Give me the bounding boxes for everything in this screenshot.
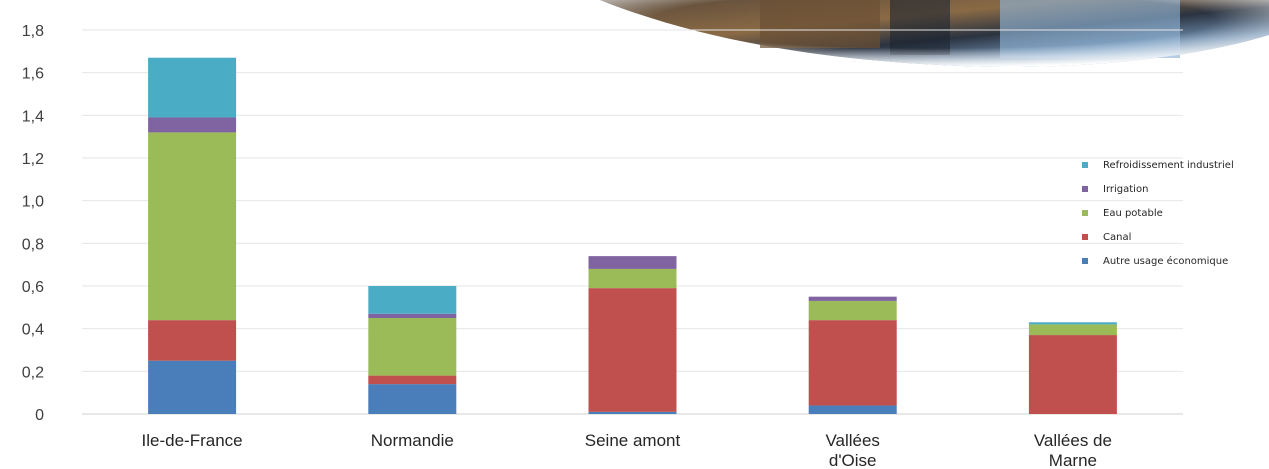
legend-swatch [1082, 258, 1088, 264]
bar-segment [148, 132, 237, 321]
bar-segment [148, 117, 237, 133]
bar-segment [588, 411, 677, 414]
y-tick-label: 0 [35, 407, 44, 424]
x-category-label: Seine amont [585, 431, 681, 450]
bar-segment [588, 256, 677, 269]
bar-segment [808, 300, 897, 321]
legend-label: Eau potable [1103, 208, 1163, 219]
legend-swatch [1082, 162, 1088, 168]
y-tick-label: 1,0 [22, 194, 44, 211]
legend-label: Canal [1103, 232, 1131, 243]
bar-segment [368, 384, 457, 414]
bar-segment [588, 268, 677, 289]
y-tick-label: 0,4 [22, 322, 44, 339]
x-category-label: Normandie [371, 431, 454, 450]
y-tick-label: 1,8 [22, 23, 44, 40]
bar-segment [368, 286, 457, 314]
bar-segment [1028, 335, 1117, 414]
legend-label: Irrigation [1103, 184, 1148, 195]
x-axis-categories: Ile-de-France Normandie Seine amont Vallées… [142, 431, 1112, 469]
background-photo [600, 0, 1269, 67]
bar-segment [368, 318, 457, 376]
bar-segment [808, 296, 897, 301]
x-category-label-line: Vallées [825, 431, 880, 450]
bar-segment [1028, 324, 1117, 336]
y-tick-label: 0,6 [22, 279, 44, 296]
y-axis-ticks: 0 0,2 0,4 0,6 0,8 1,0 1,2 1,4 1,6 1,8 [22, 23, 44, 424]
bar-segment [808, 320, 897, 406]
bar-segment [148, 57, 237, 118]
bar-segment [368, 313, 457, 318]
x-category-label-line: d'Oise [829, 451, 877, 469]
x-category-label-line: Normandie [371, 431, 454, 450]
bar-segment [588, 288, 677, 412]
bars [148, 57, 1117, 414]
y-tick-label: 0,8 [22, 236, 44, 253]
x-category-label: Ile-de-France [142, 431, 243, 450]
bar-segment [1028, 322, 1117, 325]
x-category-label: Vallées d'Oise [825, 431, 880, 469]
x-category-label: Vallées de Marne [1034, 431, 1112, 469]
legend: Refroidissement industriel Irrigation Eau … [1082, 160, 1234, 267]
x-category-label-line: Vallées de [1034, 431, 1112, 450]
legend-swatch [1082, 234, 1088, 240]
x-category-label-line: Seine amont [585, 431, 681, 450]
legend-swatch [1082, 186, 1088, 192]
bar-segment [368, 375, 457, 385]
bar-segment [148, 320, 237, 361]
legend-label: Refroidissement industriel [1103, 160, 1234, 171]
x-category-label-line: Ile-de-France [142, 431, 243, 450]
y-tick-label: 1,6 [22, 66, 44, 83]
y-tick-label: 1,2 [22, 151, 44, 168]
legend-label: Autre usage économique [1103, 255, 1228, 267]
legend-swatch [1082, 210, 1088, 216]
bar-segment [808, 405, 897, 414]
x-category-label-line: Marne [1049, 451, 1097, 469]
y-tick-label: 1,4 [22, 108, 44, 125]
bar-segment [148, 360, 237, 414]
y-tick-label: 0,2 [22, 364, 44, 381]
